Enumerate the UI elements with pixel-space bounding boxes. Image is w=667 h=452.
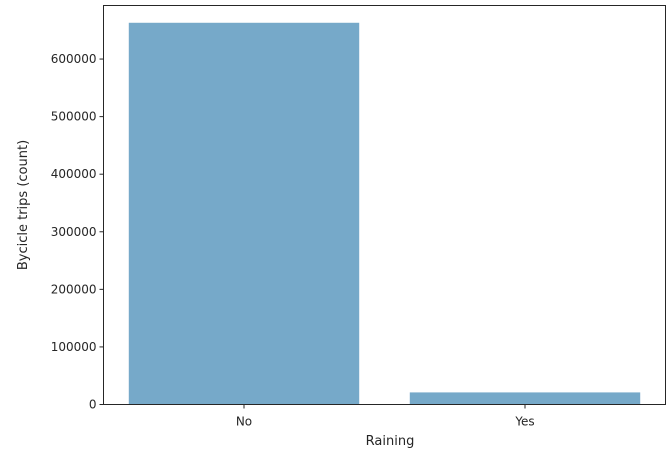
y-tick-label: 200000 [51,282,97,296]
y-tick-label: 100000 [51,340,97,354]
y-tick-label: 500000 [51,110,97,124]
y-axis-ticks: 0 100000 200000 300000 400000 500000 600000 [51,52,104,412]
y-tick-label: 600000 [51,52,97,66]
x-tick-label: Yes [514,415,534,429]
bar-no [128,22,360,405]
bars-group [128,22,641,405]
y-tick-label: 400000 [51,167,97,181]
x-tick-label: No [236,415,252,429]
bar-yes [409,392,641,405]
y-tick-label: 0 [89,398,97,412]
x-axis-label: Raining [366,434,415,449]
x-axis-ticks: No Yes [236,404,535,429]
y-tick-label: 300000 [51,225,97,239]
y-axis-label: Bycicle trips (count) [16,140,31,270]
plot-frame [103,5,666,405]
